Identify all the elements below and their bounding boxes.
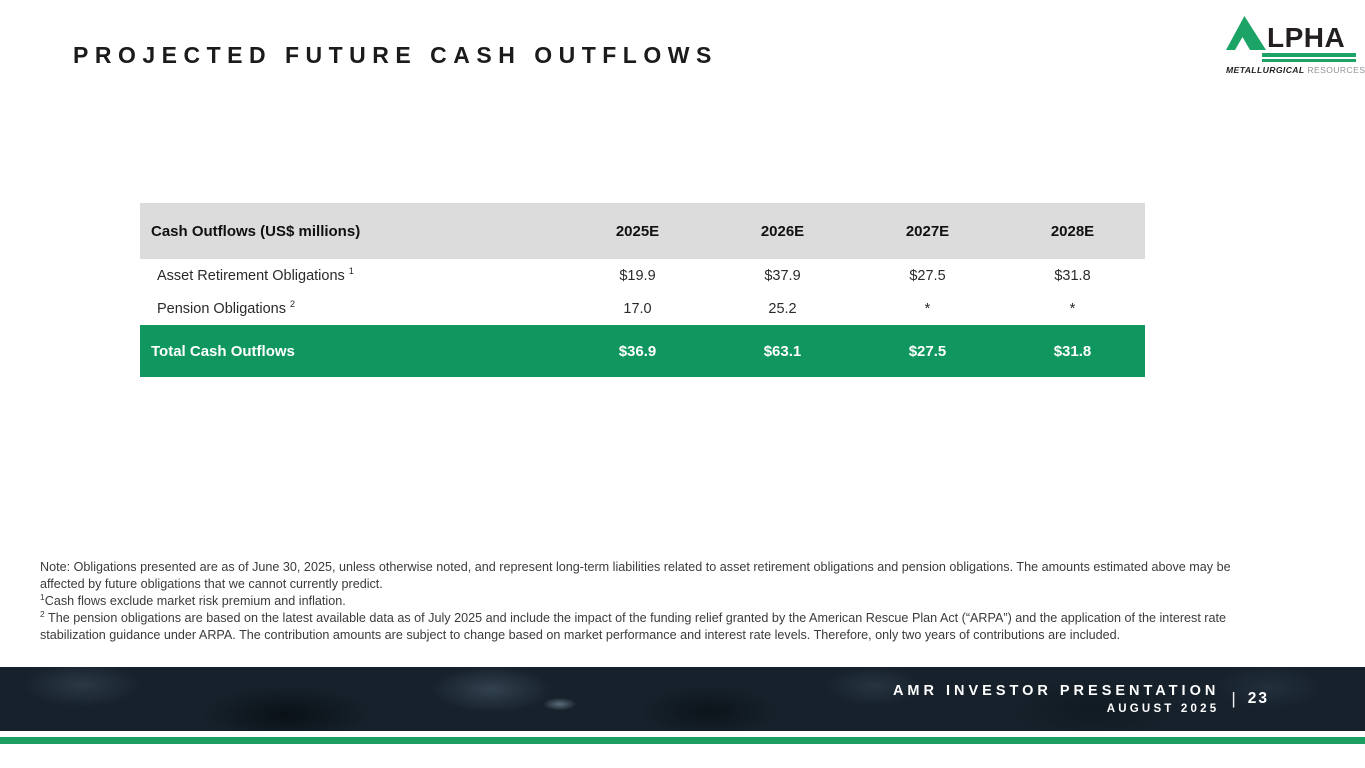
- total-value: $31.8: [1053, 342, 1092, 360]
- table-row: Asset Retirement Obligations 1 $19.9 $37…: [140, 259, 1145, 292]
- row-label-text: Pension Obligations: [157, 300, 290, 317]
- footer-title-date: AMR INVESTOR PRESENTATION AUGUST 2025: [893, 683, 1219, 715]
- cell-value: *: [1069, 300, 1076, 317]
- cell-value: 17.0: [623, 300, 652, 317]
- cell-value: $27.5: [909, 267, 946, 284]
- cell-value: $19.9: [619, 267, 656, 284]
- table-header-label: Cash Outflows (US$ millions): [151, 222, 361, 240]
- slide-title: PROJECTED FUTURE CASH OUTFLOWS: [73, 42, 718, 68]
- footer-coal-banner: AMR INVESTOR PRESENTATION AUGUST 2025 | …: [0, 667, 1365, 731]
- row-label-text: Asset Retirement Obligations: [157, 267, 349, 284]
- logo-stripes: [1262, 53, 1356, 62]
- logo-wordmark-row: LPHA: [1226, 16, 1356, 54]
- footer-presentation-title: AMR INVESTOR PRESENTATION: [892, 683, 1220, 699]
- table-header-2028e: 2028E: [1050, 222, 1095, 240]
- alpha-metallurgical-logo: LPHA METALLURGICAL RESOURCES: [1226, 16, 1365, 75]
- cash-outflows-table: Cash Outflows (US$ millions) 2025E 2026E…: [140, 203, 1145, 377]
- cell-value: $37.9: [764, 267, 801, 284]
- total-value: $27.5: [908, 342, 947, 360]
- row-label-asset-retirement: Asset Retirement Obligations 1: [140, 265, 565, 284]
- footnote-1-sup: 1: [40, 591, 45, 602]
- footnote-2: 2 The pension obligations are based on t…: [40, 610, 1272, 644]
- footer-text: AMR INVESTOR PRESENTATION AUGUST 2025 | …: [893, 683, 1269, 715]
- cell-value: 25.2: [768, 300, 797, 317]
- cell-value: *: [924, 300, 931, 317]
- total-value: $36.9: [618, 342, 657, 360]
- table-header-2027e: 2027E: [905, 222, 950, 240]
- footnote-ref-1: 1: [348, 265, 354, 276]
- notes-block: Note: Obligations presented are as of Ju…: [40, 559, 1272, 644]
- table-header-2025e: 2025E: [615, 222, 660, 240]
- row-label-pension: Pension Obligations 2: [140, 298, 565, 317]
- total-value: $63.1: [763, 342, 802, 360]
- logo-stripe-bottom: [1262, 58, 1356, 62]
- logo-stripe-top: [1262, 53, 1356, 57]
- total-row-label: Total Cash Outflows: [151, 342, 295, 360]
- table-header-row: Cash Outflows (US$ millions) 2025E 2026E…: [140, 203, 1145, 259]
- logo-tagline-light: RESOURCES: [1304, 65, 1365, 75]
- note-text: Note: Obligations presented are as of Ju…: [40, 560, 1231, 591]
- logo-triangle-a-icon: [1226, 16, 1266, 50]
- bottom-accent-bar: [0, 737, 1365, 744]
- logo-wordmark: LPHA: [1267, 22, 1346, 54]
- cell-value: $31.8: [1054, 267, 1091, 284]
- footer-separator: |: [1231, 689, 1236, 708]
- logo-tagline: METALLURGICAL RESOURCES: [1226, 65, 1365, 75]
- note-paragraph: Note: Obligations presented are as of Ju…: [40, 559, 1272, 593]
- table-header-2026e: 2026E: [760, 222, 805, 240]
- logo-triangle-cutout: [1235, 37, 1250, 50]
- table-row: Pension Obligations 2 17.0 25.2 * *: [140, 292, 1145, 325]
- footnote-1-text: Cash flows exclude market risk premium a…: [44, 594, 346, 608]
- footer-date: AUGUST 2025: [1106, 703, 1220, 715]
- table-total-row: Total Cash Outflows $36.9 $63.1 $27.5 $3…: [140, 325, 1145, 377]
- page-number: 23: [1247, 690, 1269, 707]
- footnote-ref-2: 2: [290, 298, 296, 309]
- footnote-2-text: The pension obligations are based on the…: [40, 611, 1227, 642]
- logo-tagline-bold: METALLURGICAL: [1226, 65, 1305, 75]
- footnote-2-sup: 2: [40, 608, 45, 619]
- footnote-1: 1Cash flows exclude market risk premium …: [40, 593, 1272, 610]
